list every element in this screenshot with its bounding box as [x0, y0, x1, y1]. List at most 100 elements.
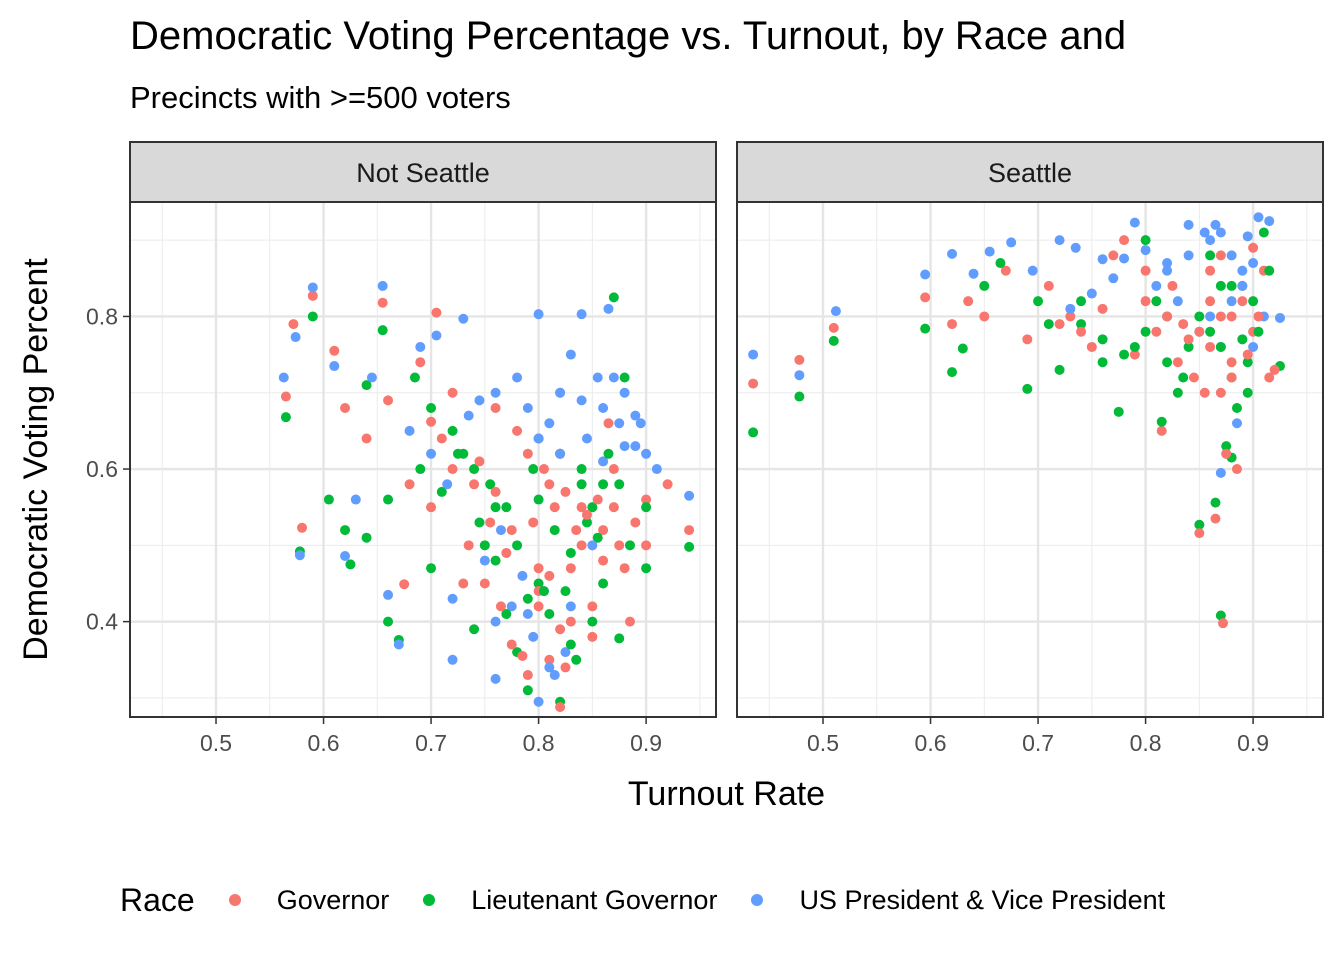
point-not-seattle-us-president-vice-president: [528, 631, 539, 642]
point-seattle-governor: [1264, 372, 1275, 383]
point-not-seattle-governor: [565, 563, 576, 574]
point-seattle-us-president-vice-president: [984, 246, 995, 257]
point-not-seattle-us-president-vice-president: [290, 332, 301, 343]
point-seattle-lieutenant-governor: [1129, 341, 1140, 352]
point-not-seattle-us-president-vice-president: [490, 387, 501, 398]
point-not-seattle-us-president-vice-president: [544, 418, 555, 429]
point-not-seattle-governor: [614, 540, 625, 551]
point-not-seattle-governor: [404, 479, 415, 490]
point-seattle-us-president-vice-president: [830, 306, 841, 317]
point-seattle-lieutenant-governor: [1162, 357, 1173, 368]
point-seattle-lieutenant-governor: [995, 258, 1006, 269]
point-seattle-governor: [1140, 265, 1151, 276]
legend: Race Governor Lieutenant Governor US Pre…: [120, 876, 1165, 924]
point-seattle-lieutenant-governor: [1097, 334, 1108, 345]
point-not-seattle-lieutenant-governor: [598, 578, 609, 589]
point-seattle-us-president-vice-president: [1070, 242, 1081, 253]
point-seattle-lieutenant-governor: [1215, 341, 1226, 352]
point-seattle-lieutenant-governor: [947, 367, 958, 378]
point-not-seattle-lieutenant-governor: [426, 403, 437, 413]
point-seattle-lieutenant-governor: [1156, 416, 1167, 427]
point-seattle-lieutenant-governor: [1194, 311, 1205, 322]
point-seattle-governor: [1054, 319, 1065, 330]
point-seattle-governor: [1226, 372, 1237, 383]
point-not-seattle-us-president-vice-president: [415, 341, 426, 352]
point-seattle-lieutenant-governor: [1242, 357, 1253, 368]
point-not-seattle-lieutenant-governor: [624, 540, 635, 551]
x-tick-label: 0.6: [308, 730, 340, 756]
point-not-seattle-governor: [361, 433, 372, 444]
point-seattle-lieutenant-governor: [1076, 319, 1087, 330]
point-seattle-governor: [1097, 303, 1108, 314]
point-seattle-lieutenant-governor: [1022, 383, 1033, 394]
point-seattle-governor: [1119, 235, 1130, 246]
point-not-seattle-us-president-vice-president: [479, 555, 490, 566]
point-not-seattle-us-president-vice-president: [533, 309, 544, 320]
point-seattle-lieutenant-governor: [1205, 250, 1216, 261]
point-not-seattle-governor: [630, 517, 641, 528]
point-not-seattle-us-president-vice-president: [340, 551, 351, 562]
point-not-seattle-lieutenant-governor: [469, 464, 480, 475]
point-not-seattle-governor: [598, 555, 609, 566]
point-not-seattle-us-president-vice-president: [474, 395, 485, 406]
point-not-seattle-governor: [383, 395, 394, 406]
point-seattle-us-president-vice-president: [1140, 245, 1151, 256]
point-seattle-us-president-vice-president: [1086, 288, 1097, 299]
point-seattle-governor: [1215, 387, 1226, 398]
point-not-seattle-governor: [576, 540, 587, 551]
point-seattle-governor: [1188, 372, 1199, 383]
point-seattle-governor: [828, 322, 839, 333]
point-not-seattle-governor: [399, 579, 410, 590]
point-seattle-us-president-vice-president: [1119, 253, 1130, 264]
point-not-seattle-lieutenant-governor: [592, 532, 603, 543]
point-seattle-us-president-vice-president: [1183, 250, 1194, 261]
point-seattle-governor: [794, 354, 805, 365]
point-not-seattle-governor: [431, 307, 442, 318]
point-not-seattle-governor: [641, 540, 652, 551]
point-not-seattle-us-president-vice-president: [463, 410, 474, 421]
point-seattle-governor: [1218, 618, 1229, 629]
point-seattle-us-president-vice-president: [1215, 467, 1226, 478]
point-seattle-lieutenant-governor: [1226, 280, 1237, 291]
chart-subtitle: Precincts with >=500 voters: [130, 80, 511, 115]
point-not-seattle-us-president-vice-president: [307, 282, 318, 293]
point-not-seattle-us-president-vice-president: [512, 372, 523, 383]
point-not-seattle-governor: [415, 357, 426, 368]
point-seattle-us-president-vice-president: [1248, 341, 1259, 352]
point-not-seattle-governor: [490, 403, 501, 413]
point-not-seattle-us-president-vice-president: [447, 654, 458, 665]
point-seattle-lieutenant-governor: [1033, 296, 1044, 307]
point-seattle-governor: [1210, 513, 1221, 524]
point-not-seattle-governor: [426, 502, 437, 513]
point-not-seattle-lieutenant-governor: [280, 412, 291, 423]
point-not-seattle-lieutenant-governor: [576, 464, 587, 475]
point-seattle-governor: [1022, 334, 1033, 345]
point-not-seattle-lieutenant-governor: [383, 494, 394, 505]
point-seattle-governor: [1226, 311, 1237, 322]
point-seattle-lieutenant-governor: [1097, 357, 1108, 368]
point-seattle-us-president-vice-president: [1172, 296, 1183, 307]
point-not-seattle-us-president-vice-president: [560, 647, 571, 658]
point-not-seattle-governor: [340, 403, 351, 413]
point-seattle-us-president-vice-president: [1162, 258, 1173, 269]
point-not-seattle-us-president-vice-president: [458, 313, 469, 324]
point-seattle-lieutenant-governor: [1043, 319, 1054, 330]
point-not-seattle-governor: [297, 522, 308, 533]
x-tick-label: 0.9: [630, 730, 662, 756]
point-not-seattle-governor: [662, 479, 673, 490]
point-not-seattle-lieutenant-governor: [538, 586, 549, 597]
point-seattle-governor: [1226, 357, 1237, 368]
point-not-seattle-governor: [474, 456, 485, 467]
point-not-seattle-governor: [560, 662, 571, 673]
point-seattle-lieutenant-governor: [1119, 349, 1130, 360]
point-not-seattle-governor: [458, 578, 469, 589]
point-not-seattle-governor: [608, 502, 619, 513]
point-not-seattle-lieutenant-governor: [452, 448, 463, 459]
point-seattle-us-president-vice-president: [1242, 231, 1253, 242]
point-seattle-governor: [1215, 250, 1226, 261]
point-seattle-lieutenant-governor: [1215, 610, 1226, 621]
point-not-seattle-governor: [479, 578, 490, 589]
point-seattle-lieutenant-governor: [748, 427, 759, 438]
point-not-seattle-us-president-vice-president: [565, 601, 576, 612]
point-not-seattle-governor: [565, 616, 576, 627]
